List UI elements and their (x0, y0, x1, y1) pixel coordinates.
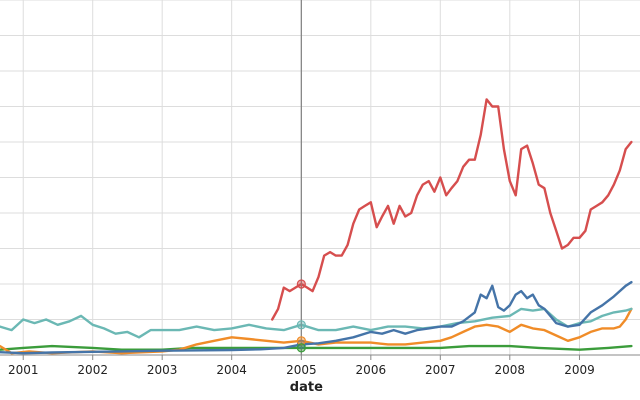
x-tick-label: 2005 (286, 363, 317, 377)
series-layer (0, 98, 633, 355)
x-axis-ticks: 2001200220032004200520062007200820092 (8, 355, 595, 377)
x-tick-label: 2006 (356, 363, 387, 377)
series-line-1 (271, 98, 633, 321)
series-line-4 (0, 307, 633, 355)
x-tick-label: 2008 (495, 363, 526, 377)
x-tick-label: 2002 (77, 363, 108, 377)
series-line-5 (0, 344, 633, 351)
hover-marker-4 (296, 336, 306, 346)
x-tick-label: 2001 (8, 363, 39, 377)
y-gridlines (0, 0, 640, 320)
hover-marker-3 (296, 320, 306, 330)
x-tick-label: 2004 (216, 363, 247, 377)
hover-marker-1 (296, 279, 306, 289)
series-line-2 (0, 281, 633, 355)
hover-marker-5 (296, 343, 306, 353)
x-tick-label: 2003 (147, 363, 178, 377)
series-line-3 (0, 307, 633, 339)
hover-markers (296, 279, 306, 353)
x-axis-title: date (290, 380, 323, 395)
x-tick-label: 2009 (564, 363, 595, 377)
x-tick-label: 2007 (425, 363, 456, 377)
